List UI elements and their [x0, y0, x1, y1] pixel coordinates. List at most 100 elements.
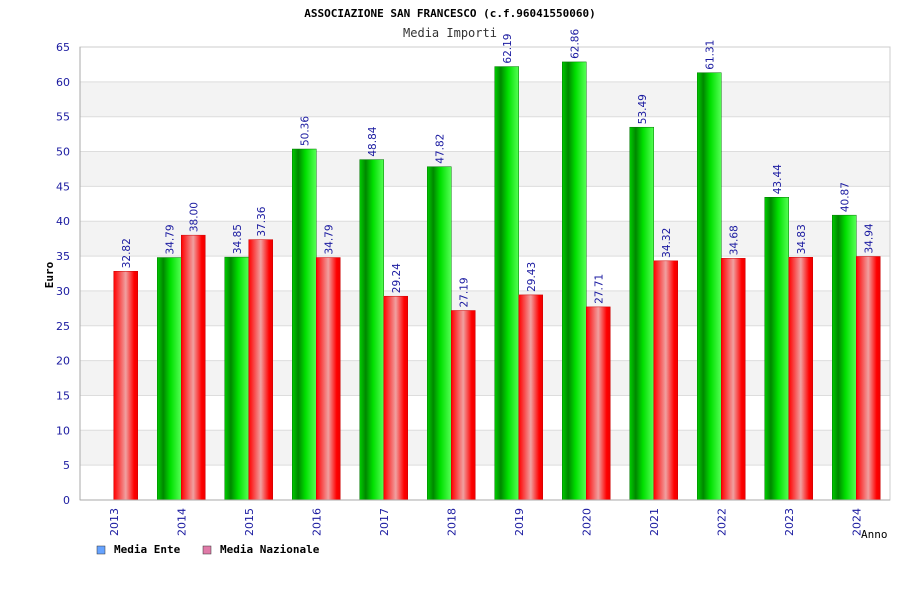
bar-media-nazionale	[181, 234, 206, 501]
plot-background	[80, 47, 890, 500]
data-label: 27.19	[458, 277, 470, 307]
plot-band	[80, 465, 890, 500]
x-tick-label: 2013	[108, 508, 121, 536]
bar-media-nazionale	[653, 260, 678, 501]
data-label: 47.82	[434, 134, 446, 164]
legend-label-media-nazionale: Media Nazionale	[220, 543, 320, 556]
x-tick-label: 2023	[783, 508, 796, 536]
y-tick-label: 65	[56, 41, 70, 54]
bar-media-ente	[427, 166, 452, 501]
bars	[113, 61, 881, 501]
x-tick-label: 2020	[580, 508, 593, 536]
x-tick-label: 2021	[648, 508, 661, 536]
x-tick-labels: 2013 2014 2015 2016 2017 2018 2019 2020 2021 2022…	[108, 508, 864, 536]
bar-media-nazionale	[788, 257, 813, 501]
data-label: 61.31	[704, 40, 716, 70]
bar-media-nazionale	[856, 256, 881, 501]
y-tick-label: 50	[56, 146, 70, 159]
bar-media-ente	[697, 72, 722, 501]
legend-swatch-media-ente	[96, 545, 106, 555]
y-tick-label: 15	[56, 389, 70, 402]
plot-band	[80, 47, 890, 82]
data-label: 48.84	[367, 126, 379, 156]
y-tick-label: 35	[56, 250, 70, 263]
legend-swatch-media-nazionale	[202, 545, 212, 555]
bar-media-nazionale	[113, 271, 138, 501]
legend: Media Ente Media Nazionale	[96, 543, 320, 556]
plot-band	[80, 430, 890, 466]
y-tick-label: 40	[56, 215, 70, 228]
data-label: 50.36	[299, 116, 311, 146]
legend-label-media-ente: Media Ente	[114, 543, 181, 556]
data-label: 43.44	[772, 164, 784, 194]
y-tick-label: 30	[56, 285, 70, 298]
data-labels: 34.79 34.85 50.36 48.84 47.82 62.19 62.86 53.49…	[121, 29, 876, 308]
plot-band	[80, 186, 890, 222]
x-tick-label: 2022	[715, 508, 728, 536]
bar-media-ente	[832, 214, 857, 501]
data-label: 62.86	[569, 29, 581, 59]
data-label: 34.83	[796, 224, 808, 254]
y-tick-label: 0	[63, 494, 70, 507]
data-label: 32.82	[121, 238, 133, 268]
bar-media-ente	[224, 256, 249, 501]
x-tick-label: 2017	[378, 508, 391, 536]
data-label: 34.94	[863, 223, 875, 253]
x-axis-label: Anno	[861, 528, 888, 541]
data-label: 34.79	[323, 224, 335, 254]
bar-media-ente	[562, 61, 587, 501]
data-label: 37.36	[256, 206, 268, 236]
x-tick-label: 2014	[175, 508, 188, 536]
chart-title: ASSOCIAZIONE SAN FRANCESCO (c.f.96041550…	[304, 7, 595, 20]
plot-band	[80, 116, 890, 152]
bar-media-ente	[157, 257, 182, 501]
x-tick-label: 2019	[513, 508, 526, 536]
plot-band	[80, 360, 890, 396]
data-label: 27.71	[593, 274, 605, 304]
y-tick-label: 60	[56, 76, 70, 89]
x-tick-label: 2018	[445, 508, 458, 536]
plot-band	[80, 395, 890, 431]
y-axis-label: Euro	[43, 261, 56, 288]
plot-band	[80, 221, 890, 257]
bar-media-nazionale	[316, 257, 341, 501]
bar-media-ente	[292, 148, 317, 501]
plot-band	[80, 325, 890, 361]
x-tick-label: 2016	[310, 508, 323, 536]
y-tick-label: 20	[56, 355, 70, 368]
y-tick-label: 25	[56, 320, 70, 333]
bar-media-nazionale	[383, 295, 408, 501]
data-label: 40.87	[839, 182, 851, 212]
data-label: 34.32	[661, 228, 673, 258]
gridlines	[79, 46, 891, 501]
y-tick-label: 45	[56, 180, 70, 193]
plot-band	[80, 256, 890, 291]
bar-media-ente	[629, 126, 654, 501]
bar-media-nazionale	[451, 310, 476, 501]
y-tick-label: 5	[63, 459, 70, 472]
plot-band	[80, 81, 890, 117]
chart-subtitle: Media Importi	[403, 26, 497, 40]
plot-band	[80, 290, 890, 326]
y-tick-label: 10	[56, 424, 70, 437]
bar-media-ente	[359, 159, 384, 501]
x-tick-label: 2015	[243, 508, 256, 536]
data-label: 34.68	[728, 225, 740, 255]
data-label: 53.49	[637, 94, 649, 124]
bar-media-nazionale	[586, 306, 611, 501]
y-tick-label: 55	[56, 111, 70, 124]
data-label: 62.19	[502, 34, 514, 64]
data-label: 38.00	[188, 202, 200, 232]
bar-media-ente	[494, 66, 519, 501]
bar-media-nazionale	[518, 294, 543, 501]
data-label: 29.43	[526, 262, 538, 292]
y-tick-labels: 0 5 10 15 20 25 30 35 40 45 50 55 60 65	[56, 41, 70, 507]
bar-media-nazionale	[721, 258, 746, 501]
data-label: 34.85	[232, 224, 244, 254]
x-tick-label: 2024	[850, 508, 863, 536]
data-label: 34.79	[164, 224, 176, 254]
data-label: 29.24	[391, 263, 403, 293]
bar-media-nazionale	[248, 239, 273, 501]
